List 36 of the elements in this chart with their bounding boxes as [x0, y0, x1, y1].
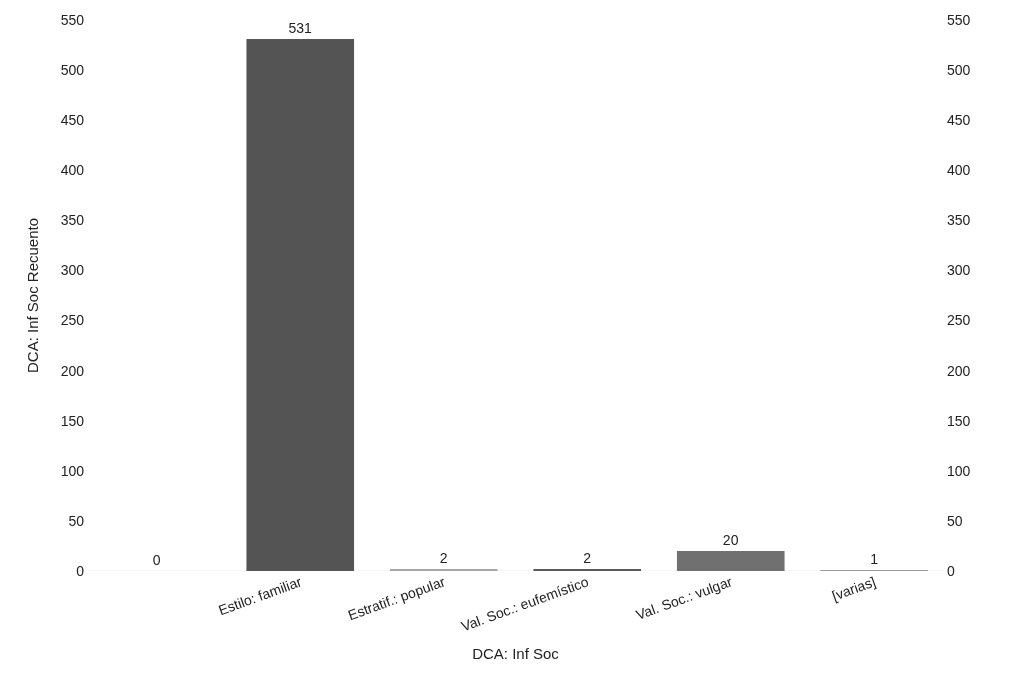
y-tick-label: 400 [60, 162, 85, 179]
y2-tick-label: 150 [947, 412, 971, 429]
y-tick-label: 200 [60, 362, 85, 379]
y-tick-label: 350 [60, 212, 85, 229]
data-label: 0 [152, 552, 161, 568]
y2-tick-label: 0 [947, 562, 955, 579]
y2-tick-label: 50 [947, 512, 963, 529]
y2-tick-label: 550 [947, 11, 971, 28]
y-tick-label: 550 [60, 11, 85, 28]
y2-tick-label: 400 [947, 162, 971, 179]
data-label: 2 [439, 550, 448, 566]
y2-tick-label: 500 [947, 61, 971, 78]
data-label: 531 [288, 20, 313, 37]
y2-tick-label: 250 [947, 312, 971, 329]
x-axis-title: DCA: Inf Soc [472, 645, 560, 663]
y-tick-label: 300 [60, 262, 85, 279]
data-label: 2 [583, 550, 592, 566]
x-tick-label: Estilo: familiar [216, 573, 304, 619]
y2-tick-label: 300 [947, 262, 971, 279]
y-tick-label: 100 [60, 462, 85, 479]
bar [676, 550, 785, 571]
y-tick-label: 450 [60, 112, 85, 129]
x-tick-label: Val. Soc.: vulgar [633, 573, 735, 623]
y-tick-label: 150 [60, 412, 85, 429]
y2-tick-label: 100 [947, 462, 971, 479]
data-label: 20 [722, 531, 739, 548]
y2-tick-label: 350 [947, 212, 971, 229]
data-label: 1 [870, 551, 879, 567]
y-tick-label: 500 [60, 61, 85, 78]
y-axis-title: DCA: Inf Soc Recuento [23, 217, 41, 374]
y-tick-label: 0 [76, 562, 85, 579]
bar [246, 39, 355, 571]
y-tick-label: 50 [68, 512, 85, 529]
y2-tick-label: 200 [947, 362, 971, 379]
y-tick-label: 250 [60, 312, 85, 329]
y2-tick-label: 450 [947, 112, 971, 129]
